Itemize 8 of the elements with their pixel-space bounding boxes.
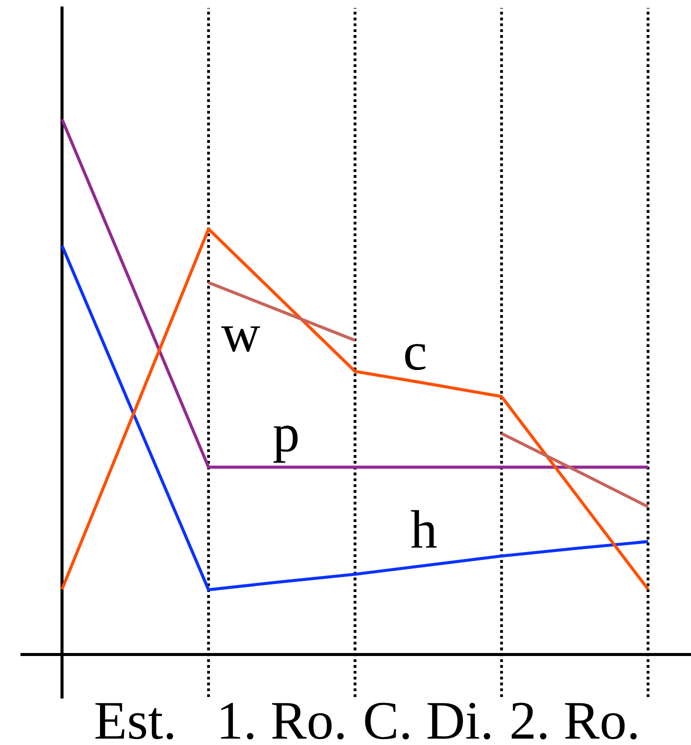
series-label: w [221,326,260,352]
x-tick-label: C. Di. [365,702,490,740]
series-label: p [274,426,298,463]
series-label: h [410,510,437,548]
x-tick-label: Est. [95,703,174,740]
series-label: c [405,344,426,370]
x-tick-label: 2. Ro. [512,702,637,740]
x-tick-label: 1. Ro. [221,702,344,740]
